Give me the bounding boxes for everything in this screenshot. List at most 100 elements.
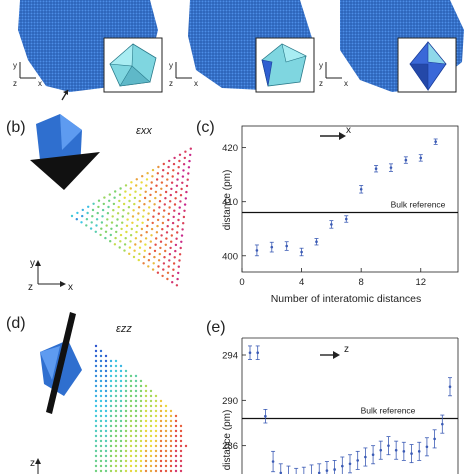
strain-dot bbox=[104, 459, 108, 463]
strain-dot bbox=[99, 389, 103, 393]
strain-dot bbox=[159, 409, 163, 413]
strain-dot bbox=[154, 196, 157, 200]
strain-dot bbox=[95, 218, 99, 221]
strain-dot bbox=[134, 243, 137, 246]
strain-dot bbox=[183, 156, 186, 160]
strain-dot bbox=[94, 404, 98, 408]
strain-dot bbox=[99, 369, 103, 373]
strain-dot bbox=[164, 409, 168, 413]
strain-dot bbox=[129, 469, 133, 473]
strain-dot bbox=[172, 262, 176, 265]
strain-dot bbox=[109, 399, 113, 403]
strain-dot bbox=[114, 409, 118, 413]
strain-dot bbox=[149, 469, 153, 473]
triad-x: x bbox=[38, 79, 42, 88]
strain-dot bbox=[163, 203, 166, 206]
data-point-c bbox=[359, 187, 363, 191]
ytick-label-c: 410 bbox=[222, 197, 238, 208]
strain-dot bbox=[104, 419, 108, 423]
strain-dot bbox=[164, 249, 167, 253]
strain-dot bbox=[109, 434, 113, 438]
strain-dot bbox=[179, 444, 183, 448]
strain-dot bbox=[167, 218, 170, 222]
ytick-label-e: 290 bbox=[222, 396, 238, 407]
strain-dot bbox=[149, 193, 152, 197]
strain-dot bbox=[101, 208, 105, 212]
strain-dot bbox=[97, 199, 101, 202]
strain-dot bbox=[144, 243, 147, 246]
strain-dot bbox=[158, 206, 161, 209]
strain-dot bbox=[179, 246, 182, 250]
strain-dot bbox=[158, 252, 161, 256]
strain-dot bbox=[114, 389, 118, 393]
strain-dot bbox=[128, 193, 132, 196]
strain-dot bbox=[124, 449, 128, 453]
strain-dot bbox=[96, 211, 99, 215]
strain-dot bbox=[109, 424, 113, 428]
direction-label-c: x bbox=[346, 125, 351, 136]
strain-dot bbox=[177, 265, 180, 268]
direction-arrow-e: z bbox=[320, 344, 349, 359]
strain-dot bbox=[174, 197, 177, 200]
strain-dot bbox=[134, 469, 138, 473]
strain-dot bbox=[166, 172, 170, 175]
strain-dot bbox=[166, 277, 169, 281]
strain-dot bbox=[128, 252, 131, 255]
strain-dot bbox=[134, 404, 138, 408]
strain-dot bbox=[114, 394, 118, 398]
strain-dot bbox=[94, 464, 98, 468]
strain-dot bbox=[149, 459, 153, 463]
strain-dot bbox=[141, 221, 144, 224]
data-point-e bbox=[410, 452, 413, 455]
strain-dot bbox=[81, 214, 84, 218]
strain-dot bbox=[134, 424, 138, 428]
strain-dot bbox=[129, 464, 133, 468]
strain-dot bbox=[172, 215, 175, 219]
strain-dot bbox=[179, 439, 183, 443]
inset-polyhedron-2 bbox=[255, 37, 315, 93]
strain-dot bbox=[169, 444, 173, 448]
strain-dot bbox=[99, 449, 103, 453]
strain-dot bbox=[94, 349, 98, 353]
strain-dot bbox=[159, 246, 162, 250]
data-point-c bbox=[300, 250, 303, 254]
strain-dot bbox=[144, 394, 148, 398]
strain-dot bbox=[104, 449, 108, 453]
strain-dot bbox=[129, 384, 133, 388]
axes-triad-d: z bbox=[30, 458, 41, 474]
strain-dot bbox=[154, 419, 158, 423]
strain-dot bbox=[179, 200, 182, 203]
strain-dot bbox=[174, 444, 178, 448]
data-point-e bbox=[271, 460, 275, 463]
strain-dot bbox=[128, 246, 132, 249]
strain-dot bbox=[146, 218, 150, 221]
strain-dot bbox=[184, 444, 188, 448]
strain-dot bbox=[138, 199, 141, 203]
strain-dot bbox=[124, 439, 128, 443]
strain-dot bbox=[104, 404, 108, 408]
strain-dot bbox=[149, 449, 153, 453]
strain-dot bbox=[94, 419, 98, 423]
strain-dot bbox=[154, 424, 158, 428]
axes-triad-b: y z x bbox=[28, 258, 73, 293]
strain-dot bbox=[124, 454, 128, 458]
strain-dot bbox=[135, 184, 138, 187]
strain-dot bbox=[156, 271, 160, 274]
strain-dot bbox=[70, 214, 74, 218]
strain-dot bbox=[173, 256, 176, 259]
strain-dot bbox=[179, 469, 183, 473]
strain-dot bbox=[165, 231, 169, 234]
strain-dot bbox=[105, 224, 108, 227]
strain-dot bbox=[154, 444, 158, 448]
svg-text:x: x bbox=[194, 79, 198, 88]
strain-dot bbox=[129, 454, 133, 458]
strain-dot bbox=[116, 218, 119, 221]
strain-dot bbox=[138, 252, 141, 256]
strain-dot bbox=[156, 218, 160, 222]
strain-dot bbox=[129, 187, 132, 190]
strain-dot bbox=[143, 203, 146, 206]
strain-dot bbox=[137, 258, 140, 262]
strain-dot bbox=[183, 209, 186, 212]
strain-dot bbox=[94, 364, 98, 368]
strain-dot bbox=[94, 230, 98, 233]
